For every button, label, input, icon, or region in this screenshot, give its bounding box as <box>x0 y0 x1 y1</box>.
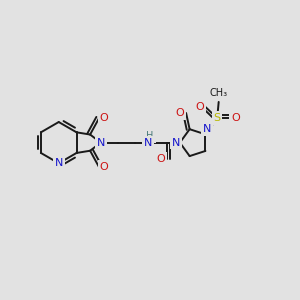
Text: O: O <box>100 113 109 123</box>
Text: O: O <box>100 162 109 172</box>
Text: O: O <box>195 102 204 112</box>
Text: H: H <box>146 131 154 141</box>
Text: N: N <box>172 138 181 148</box>
Text: N: N <box>203 124 211 134</box>
Text: O: O <box>231 113 240 123</box>
Text: N: N <box>55 158 63 168</box>
Text: S: S <box>214 113 221 123</box>
Text: N: N <box>144 138 152 148</box>
Text: O: O <box>175 108 184 118</box>
Text: N: N <box>97 138 105 148</box>
Text: CH₃: CH₃ <box>210 88 228 98</box>
Text: O: O <box>156 154 165 164</box>
